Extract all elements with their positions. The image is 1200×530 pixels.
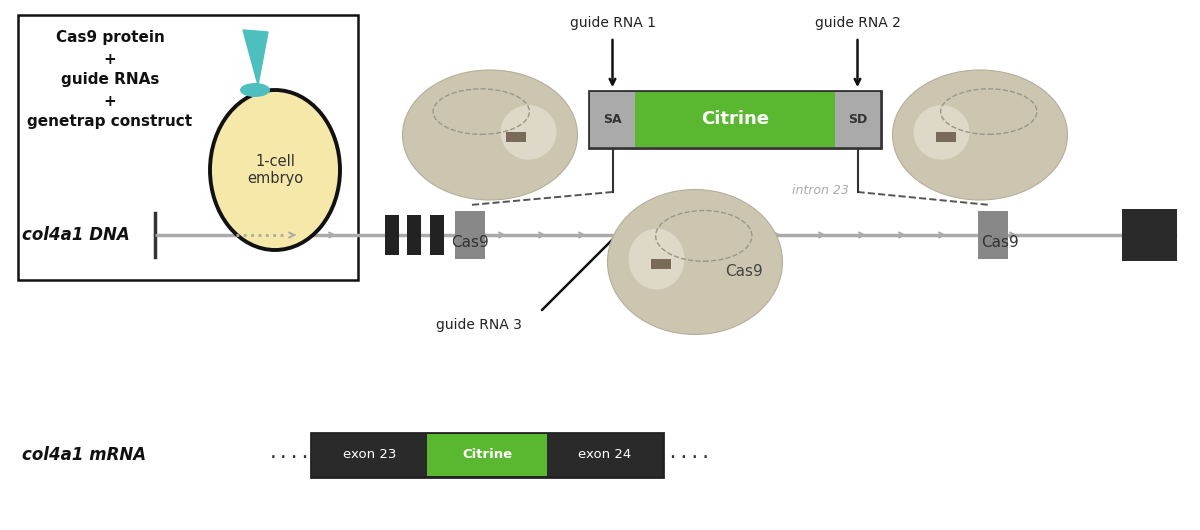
Ellipse shape: [210, 90, 340, 250]
FancyBboxPatch shape: [652, 259, 671, 269]
FancyBboxPatch shape: [427, 434, 547, 476]
Text: guide RNA 1: guide RNA 1: [570, 16, 655, 30]
Text: .......: .......: [636, 444, 712, 462]
FancyBboxPatch shape: [505, 132, 526, 142]
Text: Citrine: Citrine: [462, 448, 512, 462]
Ellipse shape: [893, 70, 1068, 200]
Text: SA: SA: [984, 183, 1002, 197]
Text: exon 23: exon 23: [343, 448, 396, 462]
Text: col4a1 DNA: col4a1 DNA: [22, 226, 130, 244]
Text: guide RNA 3: guide RNA 3: [436, 318, 522, 332]
Text: genetrap construct: genetrap construct: [28, 114, 192, 129]
Text: SD: SD: [461, 183, 480, 197]
FancyBboxPatch shape: [547, 434, 662, 476]
Ellipse shape: [240, 83, 270, 97]
Text: 1-cell
embryo: 1-cell embryo: [247, 154, 304, 186]
Polygon shape: [242, 30, 268, 85]
FancyBboxPatch shape: [311, 433, 662, 477]
Text: Cas9: Cas9: [982, 235, 1019, 250]
FancyBboxPatch shape: [407, 215, 421, 255]
Text: guide RNA 2: guide RNA 2: [815, 16, 900, 30]
FancyBboxPatch shape: [385, 215, 398, 255]
Text: +: +: [103, 52, 116, 67]
FancyBboxPatch shape: [936, 132, 956, 142]
Text: Cas9 protein: Cas9 protein: [55, 30, 164, 45]
Text: +: +: [103, 94, 116, 109]
FancyBboxPatch shape: [18, 15, 358, 280]
Ellipse shape: [607, 190, 782, 334]
Ellipse shape: [913, 105, 970, 160]
Text: intron 23: intron 23: [792, 184, 848, 197]
Ellipse shape: [629, 228, 684, 289]
Text: SA: SA: [604, 113, 622, 126]
FancyBboxPatch shape: [312, 434, 427, 476]
FancyBboxPatch shape: [835, 92, 880, 147]
FancyBboxPatch shape: [978, 211, 1008, 259]
Text: SD: SD: [848, 113, 868, 126]
Text: Cas9: Cas9: [725, 264, 763, 279]
FancyBboxPatch shape: [1122, 209, 1177, 261]
FancyBboxPatch shape: [430, 215, 444, 255]
FancyBboxPatch shape: [590, 92, 635, 147]
Ellipse shape: [500, 105, 557, 160]
Text: exon 24: exon 24: [578, 448, 631, 462]
Text: Cas9: Cas9: [451, 235, 488, 250]
FancyBboxPatch shape: [455, 211, 485, 259]
Text: Citrine: Citrine: [701, 110, 769, 128]
Text: col4a1 mRNA: col4a1 mRNA: [22, 446, 146, 464]
FancyBboxPatch shape: [589, 91, 881, 148]
FancyBboxPatch shape: [635, 92, 835, 147]
Text: guide RNAs: guide RNAs: [61, 72, 160, 87]
Text: ......: ......: [268, 444, 334, 462]
Ellipse shape: [402, 70, 577, 200]
